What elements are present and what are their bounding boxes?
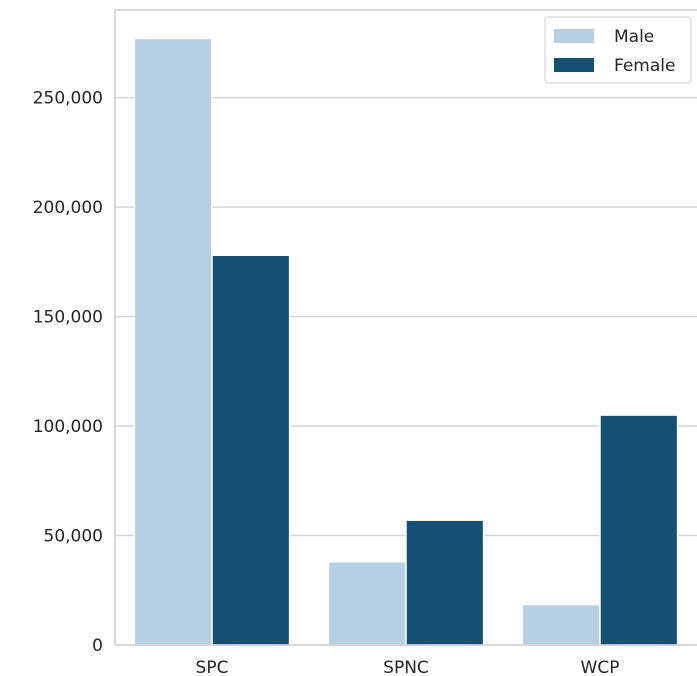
legend-swatch-female: [554, 58, 594, 72]
bars: [133, 37, 679, 646]
y-tick-label: 150,000: [33, 308, 103, 328]
y-tick-label: 100,000: [33, 417, 103, 437]
x-tick-label: SPC: [196, 658, 229, 676]
x-tick-label: SPNC: [383, 658, 429, 676]
axes: [114, 9, 697, 646]
bar-female-spnc: [405, 519, 485, 646]
bar-female-spc: [211, 254, 291, 646]
bar-male-spnc: [327, 561, 407, 646]
y-tick-labels: 0 50,000 100,000 150,000 200,000 250,000: [33, 89, 103, 656]
bar-male-wcp: [521, 603, 601, 646]
legend: Male Female: [544, 16, 692, 84]
x-tick-labels: SPC SPNC WCP: [196, 658, 620, 676]
y-tick-label: 50,000: [44, 527, 103, 547]
bar-male-spc: [133, 37, 213, 646]
y-tick-label: 200,000: [33, 198, 103, 218]
x-tick-label: WCP: [581, 658, 620, 676]
y-tick-label: 250,000: [33, 89, 103, 109]
y-tick-label: 0: [92, 636, 103, 656]
bar-female-wcp: [599, 414, 679, 646]
legend-label-male: Male: [614, 27, 654, 47]
legend-swatch-male: [554, 29, 594, 43]
legend-label-female: Female: [614, 56, 675, 76]
